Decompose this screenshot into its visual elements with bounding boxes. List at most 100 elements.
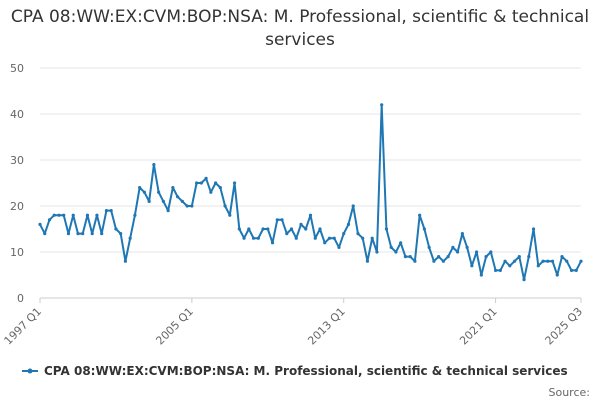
data-point[interactable] — [365, 259, 370, 263]
data-point[interactable] — [161, 199, 165, 203]
data-point[interactable] — [228, 213, 232, 217]
data-point[interactable] — [475, 250, 479, 254]
data-point[interactable] — [517, 255, 521, 259]
data-point[interactable] — [47, 218, 52, 222]
data-point[interactable] — [275, 218, 279, 222]
data-point[interactable] — [318, 227, 322, 231]
data-point[interactable] — [289, 227, 294, 231]
data-point[interactable] — [85, 213, 90, 217]
data-point[interactable] — [270, 241, 275, 245]
data-point[interactable] — [493, 268, 498, 272]
data-point[interactable] — [138, 186, 142, 190]
data-point[interactable] — [394, 250, 398, 254]
data-point[interactable] — [375, 250, 379, 254]
data-point[interactable] — [508, 264, 512, 268]
data-point[interactable] — [66, 232, 71, 236]
data-point[interactable] — [152, 163, 156, 167]
data-point[interactable] — [128, 236, 132, 240]
data-point[interactable] — [498, 268, 502, 272]
data-point[interactable] — [313, 236, 317, 240]
data-point[interactable] — [484, 255, 488, 259]
data-point[interactable] — [285, 232, 289, 236]
data-point[interactable] — [213, 181, 218, 185]
data-point[interactable] — [555, 273, 559, 277]
data-point[interactable] — [157, 190, 161, 194]
data-point[interactable] — [166, 209, 170, 213]
data-point[interactable] — [342, 232, 346, 236]
data-point[interactable] — [460, 232, 464, 236]
data-point[interactable] — [389, 245, 393, 249]
data-point[interactable] — [95, 213, 99, 217]
data-point[interactable] — [399, 241, 403, 245]
data-point[interactable] — [437, 255, 441, 259]
data-point[interactable] — [176, 195, 180, 199]
data-point[interactable] — [546, 259, 550, 263]
data-point[interactable] — [332, 236, 336, 240]
data-point[interactable] — [465, 245, 469, 249]
data-point[interactable] — [456, 250, 460, 254]
data-point[interactable] — [261, 227, 265, 231]
data-point[interactable] — [451, 245, 455, 249]
data-point[interactable] — [527, 255, 531, 259]
data-point[interactable] — [147, 199, 151, 203]
data-point[interactable] — [351, 204, 355, 208]
data-point[interactable] — [574, 268, 578, 272]
data-point[interactable] — [280, 218, 284, 222]
data-point[interactable] — [133, 213, 137, 217]
data-point[interactable] — [209, 190, 213, 194]
data-point[interactable] — [327, 236, 332, 240]
data-point[interactable] — [185, 204, 189, 208]
data-point[interactable] — [299, 222, 303, 226]
data-point[interactable] — [43, 232, 47, 236]
data-point[interactable] — [237, 227, 241, 231]
data-point[interactable] — [441, 259, 445, 263]
data-point[interactable] — [536, 264, 540, 268]
data-point[interactable] — [304, 227, 308, 231]
data-point[interactable] — [308, 213, 313, 217]
data-point[interactable] — [204, 176, 208, 180]
data-point[interactable] — [522, 278, 526, 282]
data-point[interactable] — [190, 204, 194, 208]
data-point[interactable] — [427, 245, 431, 249]
data-point[interactable] — [361, 236, 365, 240]
data-point[interactable] — [142, 190, 146, 194]
data-point[interactable] — [503, 259, 507, 263]
data-point[interactable] — [247, 227, 251, 231]
data-point[interactable] — [71, 213, 75, 217]
data-point[interactable] — [470, 264, 474, 268]
data-point[interactable] — [337, 245, 341, 249]
data-point[interactable] — [81, 232, 85, 236]
data-point[interactable] — [171, 186, 175, 190]
data-point[interactable] — [384, 227, 389, 231]
data-point[interactable] — [512, 259, 517, 263]
data-point[interactable] — [266, 227, 270, 231]
data-point[interactable] — [569, 268, 574, 272]
data-point[interactable] — [57, 213, 61, 217]
data-point[interactable] — [100, 232, 104, 236]
data-point[interactable] — [579, 259, 583, 263]
data-point[interactable] — [380, 103, 384, 107]
data-point[interactable] — [413, 259, 417, 263]
data-point[interactable] — [432, 259, 436, 263]
data-point[interactable] — [119, 232, 123, 236]
data-point[interactable] — [199, 181, 203, 185]
data-point[interactable] — [489, 250, 493, 254]
data-point[interactable] — [541, 259, 545, 263]
data-point[interactable] — [76, 232, 80, 236]
data-point[interactable] — [408, 255, 412, 259]
data-point[interactable] — [370, 236, 374, 240]
data-point[interactable] — [52, 213, 56, 217]
data-point[interactable] — [323, 241, 327, 245]
data-point[interactable] — [242, 236, 246, 240]
data-point[interactable] — [256, 236, 260, 240]
data-point[interactable] — [479, 273, 483, 277]
data-point[interactable] — [123, 259, 128, 263]
data-point[interactable] — [114, 227, 118, 231]
data-point[interactable] — [422, 227, 426, 231]
data-point[interactable] — [232, 181, 237, 185]
data-point[interactable] — [550, 259, 555, 263]
data-point[interactable] — [90, 232, 94, 236]
data-point[interactable] — [251, 236, 256, 240]
data-point[interactable] — [223, 204, 227, 208]
data-point[interactable] — [294, 236, 298, 240]
